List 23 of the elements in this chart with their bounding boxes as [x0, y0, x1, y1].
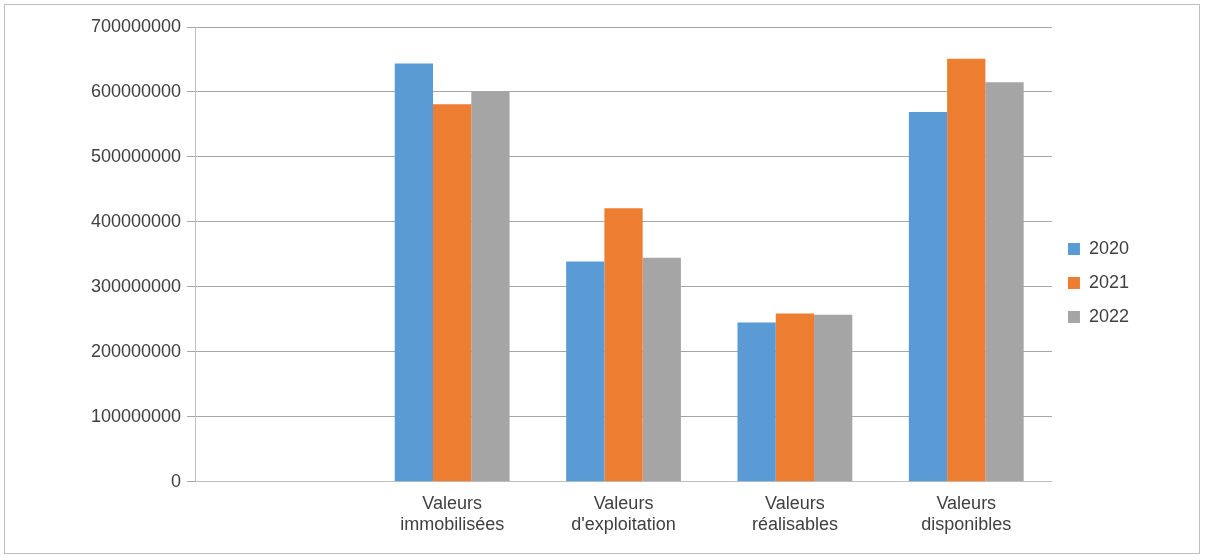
y-tick-label: 0: [171, 470, 182, 491]
y-tick-label: 100000000: [90, 405, 182, 426]
x-tick-label: Valeurs réalisables: [751, 492, 838, 535]
bar: [433, 104, 472, 482]
bar: [908, 112, 948, 482]
bar: [566, 261, 605, 482]
bar: [394, 63, 434, 482]
legend-label: 2020: [1088, 237, 1129, 258]
legend-label: 2022: [1088, 305, 1129, 326]
y-tick-label: 700000000: [90, 15, 182, 36]
bar: [775, 313, 815, 482]
bar: [604, 208, 643, 482]
y-tick-label: 400000000: [90, 210, 182, 231]
y-tick-label: 300000000: [90, 275, 182, 296]
legend-label: 2021: [1088, 271, 1129, 292]
y-tick-label: 600000000: [90, 80, 182, 101]
y-tick-label: 200000000: [90, 340, 182, 361]
y-tick-label: 500000000: [90, 145, 182, 166]
bar: [737, 322, 776, 482]
x-tick-label: Valeurs disponibles: [921, 492, 1012, 535]
x-tick-label: Valeurs immobilisées: [400, 492, 505, 535]
x-tick-label: Valeurs d'exploitation: [571, 492, 676, 535]
bar: [947, 58, 986, 482]
